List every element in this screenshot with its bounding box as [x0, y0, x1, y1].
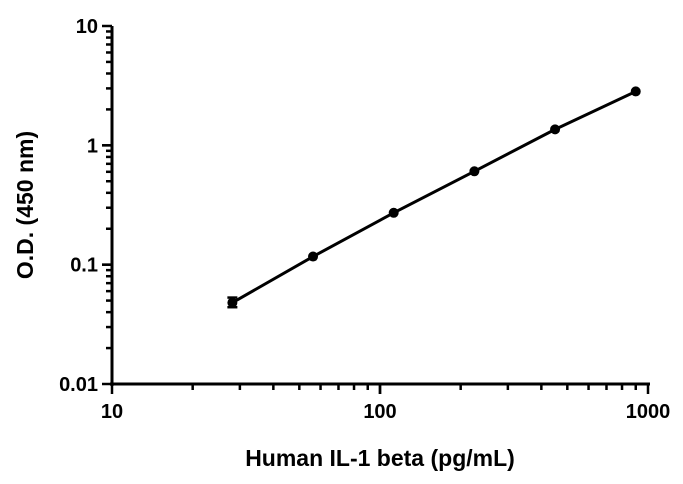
- x-axis-label: Human IL-1 beta (pg/mL): [245, 445, 515, 471]
- y-tick-label: 10: [76, 16, 98, 38]
- data-point: [630, 86, 641, 97]
- data-point: [388, 207, 399, 218]
- data-point: [308, 251, 319, 262]
- x-tick-label: 10: [101, 401, 123, 423]
- fit-line: [231, 90, 637, 305]
- axes: [102, 24, 650, 394]
- y-tick-label: 1: [87, 135, 98, 157]
- data-point: [469, 166, 480, 177]
- data-marks: [227, 86, 641, 309]
- x-tick-label: 1000: [626, 401, 671, 423]
- tick-labels: 10 100 1000 0.01 0.1 1 10: [59, 16, 670, 423]
- y-axis-label: O.D. (450 nm): [12, 131, 38, 279]
- y-tick-label: 0.1: [70, 255, 98, 277]
- data-point: [227, 297, 238, 308]
- data-point: [550, 124, 561, 135]
- y-tick-label: 0.01: [59, 374, 98, 396]
- x-tick-label: 100: [363, 401, 396, 423]
